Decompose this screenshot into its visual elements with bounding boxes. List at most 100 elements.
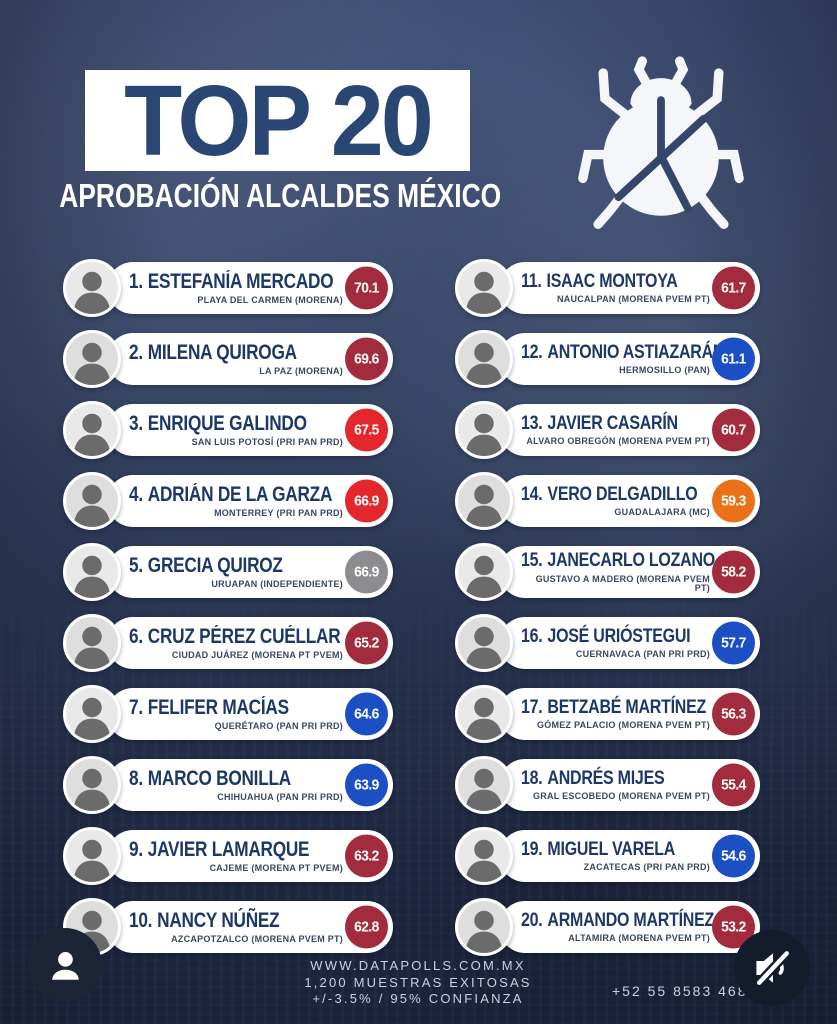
approval-score-badge: 54.6 bbox=[712, 834, 755, 878]
mayor-name-line: 19. MIGUEL VARELA bbox=[521, 839, 676, 860]
approval-score-badge: 57.7 bbox=[712, 621, 755, 665]
city-party-label: CIUDAD JUÁREZ (MORENA PT PVEM) bbox=[171, 650, 343, 660]
mayor-photo-avatar bbox=[455, 259, 513, 317]
mayor-name: JAVIER CASARÍN bbox=[547, 411, 678, 434]
ranking-column-left: 1. ESTEFANÍA MERCADO PLAYA DEL CARMEN (MO… bbox=[63, 259, 393, 969]
mayor-photo-avatar bbox=[63, 614, 121, 672]
city-party-label: PLAYA DEL CARMEN (MORENA) bbox=[197, 295, 343, 305]
mayor-name-line: 7. FELIFER MACÍAS bbox=[129, 697, 304, 718]
city-party-label: CUERNAVACA (PAN PRI PRD) bbox=[575, 649, 710, 660]
mayor-pill: 14. VERO DELGADILLO GUADALAJARA (MC) 59.3 bbox=[499, 475, 760, 527]
mayor-name-line: 5. GRECIA QUIROZ bbox=[129, 555, 304, 576]
person-icon bbox=[51, 951, 79, 980]
mayor-photo-avatar bbox=[63, 259, 121, 317]
mayor-name: BETZABÉ MARTÍNEZ bbox=[547, 695, 707, 718]
mayor-pill: 3. ENRIQUE GALINDO SAN LUIS POTOSÍ (PRI P… bbox=[107, 404, 393, 456]
mayor-pill: 13. JAVIER CASARÍN ALVARO OBREGÓN (MORENA… bbox=[499, 404, 760, 456]
list-item: 7. FELIFER MACÍAS QUERÉTARO (PAN PRI PRD)… bbox=[63, 685, 393, 743]
list-item: 9. JAVIER LAMARQUE CAJEME (MORENA PT PVEM… bbox=[63, 827, 393, 885]
tagged-profile-button[interactable] bbox=[28, 928, 102, 1002]
list-item: 5. GRECIA QUIROZ URUAPAN (INDEPENDIENTE) … bbox=[63, 543, 393, 601]
mayor-photo-avatar bbox=[455, 685, 513, 743]
mute-audio-button[interactable] bbox=[734, 930, 810, 1006]
mayor-pill: 1. ESTEFANÍA MERCADO PLAYA DEL CARMEN (MO… bbox=[107, 262, 393, 314]
approval-score-badge: 63.2 bbox=[345, 834, 388, 878]
footer-phone: +52 55 8583 4687 bbox=[612, 983, 758, 999]
mayor-name-line: 1. ESTEFANÍA MERCADO bbox=[129, 271, 334, 292]
city-party-label: HERMOSILLO (PAN) bbox=[619, 365, 710, 376]
mayor-pill: 16. JOSÉ URIÓSTEGUI CUERNAVACA (PAN PRI P… bbox=[499, 617, 760, 669]
rank-label: 17. bbox=[521, 695, 543, 718]
approval-score: 70.1 bbox=[354, 279, 379, 297]
mayor-photo-avatar bbox=[63, 330, 121, 388]
mayor-name: JANECARLO LOZANO bbox=[547, 549, 715, 572]
approval-score: 63.9 bbox=[354, 776, 379, 794]
approval-score: 56.3 bbox=[721, 705, 746, 723]
mayor-pill: 10. NANCY NÚÑEZ AZCAPOTZALCO (MORENA PVEM… bbox=[107, 901, 393, 953]
mayor-photo-avatar bbox=[63, 401, 121, 459]
city-party-label: GUSTAVO A MADERO (MORENA PVEM PT) bbox=[535, 573, 710, 593]
city-party-label: MONTERREY (PRI PAN PRD) bbox=[214, 508, 343, 518]
mayor-name-line: 2. MILENA QUIROGA bbox=[129, 342, 304, 363]
approval-score: 60.7 bbox=[721, 421, 746, 439]
mayor-name-line: 17. BETZABÉ MARTÍNEZ bbox=[521, 695, 706, 718]
mayor-name: JAVIER LAMARQUE bbox=[147, 838, 310, 861]
footer-info: WWW.DATAPOLLS.COM.MX 1,200 MUESTRAS EXIT… bbox=[253, 958, 583, 1008]
mayor-pill: 20. ARMANDO MARTÍNEZ ALTAMIRA (MORENA PVE… bbox=[499, 901, 760, 953]
approval-score: 61.1 bbox=[721, 350, 746, 368]
approval-score-badge: 55.4 bbox=[712, 763, 755, 807]
rank-label: 3. bbox=[129, 412, 143, 435]
rank-label: 7. bbox=[129, 696, 143, 719]
approval-score-badge: 59.3 bbox=[712, 479, 755, 523]
rank-label: 2. bbox=[129, 341, 143, 364]
mayor-photo-avatar bbox=[455, 614, 513, 672]
ranking-column-right: 11. ISAAC MONTOYA NAUCALPAN (MORENA PVEM … bbox=[455, 259, 760, 969]
mayor-name: ANDRÉS MIJES bbox=[547, 766, 665, 789]
approval-score-badge: 67.5 bbox=[345, 408, 388, 452]
rank-label: 11. bbox=[521, 269, 542, 292]
rank-label: 16. bbox=[521, 624, 543, 647]
city-party-label: ALTAMIRA (MORENA PVEM PT) bbox=[568, 933, 710, 944]
mayor-name: ENRIQUE GALINDO bbox=[147, 412, 307, 435]
mayor-name-line: 11. ISAAC MONTOYA bbox=[521, 269, 678, 292]
rank-label: 12. bbox=[521, 340, 543, 363]
approval-score: 65.2 bbox=[354, 634, 379, 652]
mayor-name: GRECIA QUIROZ bbox=[147, 554, 283, 577]
city-party-label: AZCAPOTZALCO (MORENA PVEM PT) bbox=[171, 934, 343, 944]
rank-label: 14. bbox=[521, 482, 543, 505]
mayor-name: ANTONIO ASTIAZARÁN bbox=[547, 340, 725, 363]
approval-score-badge: 60.7 bbox=[712, 408, 755, 452]
rank-label: 18. bbox=[521, 766, 543, 789]
approval-score-badge: 70.1 bbox=[345, 266, 388, 310]
mayor-name-line: 13. JAVIER CASARÍN bbox=[521, 411, 678, 434]
city-party-label: GRAL ESCOBEDO (MORENA PVEM PT) bbox=[532, 791, 710, 802]
approval-score-badge: 69.6 bbox=[345, 337, 388, 381]
city-party-label: GÓMEZ PALACIO (MORENA PVEM PT) bbox=[537, 720, 710, 731]
footer-sample: 1,200 MUESTRAS EXITOSAS bbox=[304, 974, 532, 990]
mayor-name-line: 12. ANTONIO ASTIAZARÁN bbox=[521, 340, 724, 363]
approval-score: 54.6 bbox=[721, 847, 746, 865]
city-party-label: LA PAZ (MORENA) bbox=[259, 366, 343, 376]
rank-label: 4. bbox=[129, 483, 143, 506]
approval-score-badge: 56.3 bbox=[712, 692, 755, 736]
mayor-photo-avatar bbox=[63, 827, 121, 885]
rank-label: 9. bbox=[129, 838, 143, 861]
list-item: 2. MILENA QUIROGA LA PAZ (MORENA) 69.6 bbox=[63, 330, 393, 388]
list-item: 18. ANDRÉS MIJES GRAL ESCOBEDO (MORENA PV… bbox=[455, 756, 760, 814]
city-party-label: CHIHUAHUA (PAN PRI PRD) bbox=[217, 792, 343, 802]
rank-label: 15. bbox=[521, 549, 543, 572]
list-item: 11. ISAAC MONTOYA NAUCALPAN (MORENA PVEM … bbox=[455, 259, 760, 317]
footer-confidence: +/-3.5% / 95% CONFIANZA bbox=[312, 991, 524, 1007]
approval-score: 55.4 bbox=[721, 776, 746, 794]
city-party-label: SAN LUIS POTOSÍ (PRI PAN PRD) bbox=[191, 437, 343, 447]
approval-score: 63.2 bbox=[354, 847, 379, 865]
rank-label: 10. bbox=[129, 909, 153, 932]
mayor-pill: 19. MIGUEL VARELA ZACATECAS (PRI PAN PRD)… bbox=[499, 830, 760, 882]
mayor-name: MARCO BONILLA bbox=[147, 767, 291, 790]
rank-label: 8. bbox=[129, 767, 143, 790]
mayor-name-line: 3. ENRIQUE GALINDO bbox=[129, 412, 307, 435]
mayor-pill: 2. MILENA QUIROGA LA PAZ (MORENA) 69.6 bbox=[107, 333, 393, 385]
mayor-pill: 11. ISAAC MONTOYA NAUCALPAN (MORENA PVEM … bbox=[499, 262, 760, 314]
mayor-pill: 6. CRUZ PÉREZ CUÉLLAR CIUDAD JUÁREZ (MORE… bbox=[107, 617, 393, 669]
mayor-pill: 18. ANDRÉS MIJES GRAL ESCOBEDO (MORENA PV… bbox=[499, 759, 760, 811]
